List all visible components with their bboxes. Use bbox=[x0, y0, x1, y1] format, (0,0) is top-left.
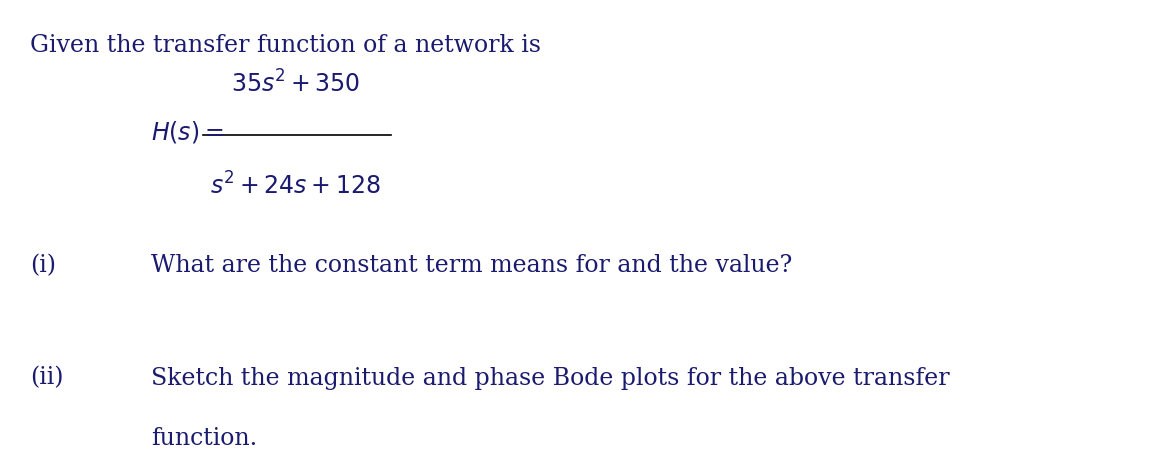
Text: Given the transfer function of a network is: Given the transfer function of a network… bbox=[30, 34, 541, 57]
Text: What are the constant term means for and the value?: What are the constant term means for and… bbox=[152, 254, 793, 277]
Text: $s^2 + 24s + 128$: $s^2 + 24s + 128$ bbox=[210, 172, 381, 200]
Text: (i): (i) bbox=[30, 254, 56, 277]
Text: $H(s) =$: $H(s) =$ bbox=[152, 120, 224, 146]
Text: (ii): (ii) bbox=[30, 366, 64, 390]
Text: Sketch the magnitude and phase Bode plots for the above transfer: Sketch the magnitude and phase Bode plot… bbox=[152, 366, 950, 390]
Text: function.: function. bbox=[152, 428, 258, 450]
Text: $35s^2 + 350$: $35s^2 + 350$ bbox=[231, 70, 360, 97]
